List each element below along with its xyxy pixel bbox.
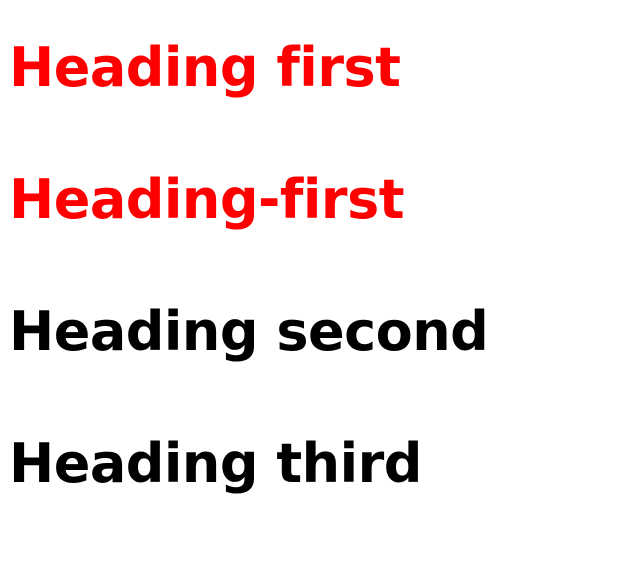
- heading-first-hyphenated: Heading-first: [9, 168, 405, 231]
- heading-first: Heading first: [9, 36, 401, 99]
- heading-second: Heading second: [9, 300, 489, 363]
- heading-third: Heading third: [9, 432, 422, 495]
